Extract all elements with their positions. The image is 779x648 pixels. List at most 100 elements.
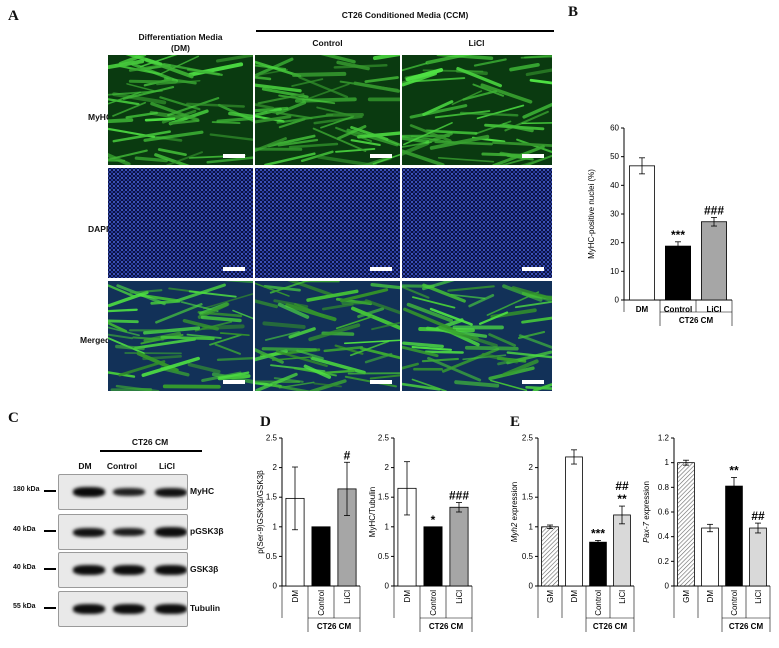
- micrograph-dapi-control: [255, 168, 400, 278]
- micrograph-merged-control: [255, 281, 400, 391]
- y-tick-label: 1: [665, 458, 670, 467]
- blot-band: [155, 604, 187, 614]
- col-header-control: Control: [312, 38, 343, 48]
- significance-mark: ***: [591, 526, 605, 540]
- significance-mark: ##: [751, 509, 765, 523]
- micrograph-dapi-licl: [402, 168, 552, 278]
- y-tick-label: 1.5: [378, 493, 390, 502]
- y-tick-label: 2.5: [522, 434, 534, 443]
- y-axis-label: MyHC-positive nuclei (%): [587, 169, 596, 259]
- scale-bar: [370, 154, 392, 158]
- panel-letter-d: D: [260, 414, 271, 430]
- blot-band: [73, 487, 105, 497]
- kda-tick: [44, 607, 56, 609]
- y-tick-label: 1: [529, 522, 534, 531]
- col-header-dm: Differentiation Media (DM): [138, 32, 223, 53]
- significance-mark: #: [344, 448, 351, 462]
- ccm-group-line: [256, 30, 554, 32]
- scale-bar: [522, 154, 544, 158]
- micrograph-dapi-dm: [108, 168, 253, 278]
- significance-mark: ##: [615, 479, 629, 493]
- kda-marker: 180 kDa: [13, 486, 40, 493]
- bar: [613, 514, 631, 587]
- y-tick-label: 2.5: [266, 434, 278, 443]
- category-label: LiCl: [343, 590, 352, 604]
- significance-mark: **: [617, 492, 627, 506]
- row-label-dapi: DAPI: [88, 224, 109, 234]
- y-tick-label: 1: [273, 522, 278, 531]
- kda-tick: [44, 530, 56, 532]
- y-tick-label: 2: [529, 463, 534, 472]
- y-axis-label: Myh2 expression: [510, 482, 519, 542]
- chart-d1: 0 0.5 1 1.5 2 2.5 p(Ser-9)GSK3β/GSK3β DM Control…: [256, 434, 361, 632]
- bar: [665, 245, 692, 301]
- category-label: LiCl: [706, 305, 721, 314]
- y-tick-label: 1.2: [658, 434, 670, 443]
- y-tick-label: 0: [665, 582, 670, 591]
- micrograph-merged-licl: [402, 281, 552, 391]
- blot-label: pGSK3β: [190, 526, 224, 536]
- category-label: Control: [594, 590, 603, 616]
- kda-tick: [44, 568, 56, 570]
- category-label: DM: [570, 590, 579, 603]
- blot-label: Tubulin: [190, 603, 221, 613]
- lane-label-licl: LiCl: [158, 461, 176, 471]
- blot-gsk3: [58, 552, 188, 588]
- panel-letter-b: B: [568, 4, 579, 20]
- category-label: Control: [317, 590, 326, 616]
- y-tick-label: 0.5: [266, 552, 278, 561]
- y-tick-label: 0: [615, 296, 620, 305]
- row-label-myhc: MyHC: [88, 112, 113, 122]
- scale-bar: [223, 380, 245, 384]
- y-tick-label: 0.4: [658, 532, 670, 541]
- chart-e2: 0 0.2 0.4 0.6 0.8 1 1.2 Pax-7 expression GM DM ** C…: [642, 434, 771, 632]
- kda-marker: 55 kDa: [13, 603, 36, 610]
- category-label: Control: [664, 305, 692, 314]
- y-tick-label: 60: [610, 124, 619, 133]
- ccm-group-header: CT26 Conditioned Media (CCM): [341, 10, 469, 20]
- group-label: CT26 CM: [729, 622, 764, 631]
- chart-e1: 0 0.5 1 1.5 2 2.5 Myh2 expression GM DM *** Contro…: [510, 434, 635, 632]
- panel-letter-e: E: [510, 414, 521, 430]
- group-label: CT26 CM: [317, 622, 352, 631]
- y-tick-label: 1.5: [522, 493, 534, 502]
- scale-bar: [223, 267, 245, 271]
- y-tick-label: 40: [610, 181, 619, 190]
- group-label: CT26 CM: [429, 622, 464, 631]
- micrograph-myhc-dm: [108, 55, 253, 165]
- bar: [541, 526, 559, 587]
- chart-d2: 0 0.5 1 1.5 2 2.5 MyHC/Tubulin DM * Control ### LiC…: [368, 434, 473, 632]
- bar: [749, 527, 767, 587]
- significance-mark: ***: [671, 228, 685, 242]
- y-tick-label: 0: [385, 582, 390, 591]
- blot-group-header: CT26 CM: [131, 437, 169, 447]
- scale-bar: [522, 267, 544, 271]
- scale-bar: [522, 380, 544, 384]
- y-axis-label: Pax-7 expression: [642, 481, 651, 543]
- y-tick-label: 2.5: [378, 434, 390, 443]
- blot-pgsk3: [58, 514, 188, 550]
- significance-mark: ###: [449, 489, 469, 503]
- blot-band: [155, 527, 187, 537]
- blot-myhc: [58, 474, 188, 510]
- col-header-licl: LiCl: [468, 38, 485, 48]
- bar: [629, 165, 656, 301]
- y-tick-label: 50: [610, 152, 619, 161]
- y-tick-label: 0: [529, 582, 534, 591]
- bar: [701, 527, 719, 587]
- category-label: GM: [546, 590, 555, 603]
- y-tick-label: 30: [610, 210, 619, 219]
- y-tick-label: 20: [610, 238, 619, 247]
- bar: [725, 485, 743, 587]
- micrograph-myhc-control: [255, 55, 400, 165]
- blot-band: [73, 527, 105, 537]
- micrograph-myhc-licl: [402, 55, 552, 165]
- chart-b: 0 10 20 30 40 50 60 MyHC-positive nuclei (%) DM *…: [587, 124, 733, 326]
- scale-bar: [370, 267, 392, 271]
- y-axis-label: p(Ser-9)GSK3β/GSK3β: [256, 470, 265, 554]
- panel-letter-a: A: [8, 8, 19, 24]
- lane-label-control: Control: [106, 461, 138, 471]
- row-label-merged: Merged: [80, 335, 111, 345]
- y-tick-label: 0.5: [522, 552, 534, 561]
- bar: [589, 541, 607, 587]
